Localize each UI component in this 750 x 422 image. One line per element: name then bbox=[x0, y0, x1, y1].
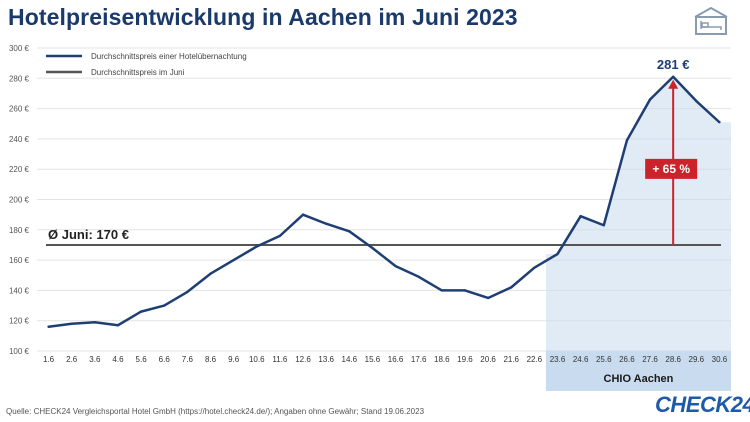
y-tick-label: 140 € bbox=[9, 286, 30, 295]
x-tick-label: 28.6 bbox=[665, 355, 681, 364]
x-tick-label: 17.6 bbox=[411, 355, 427, 364]
data-point bbox=[625, 139, 629, 142]
page-title: Hotelpreisentwicklung in Aachen im Juni … bbox=[8, 4, 518, 30]
x-tick-label: 7.6 bbox=[182, 355, 194, 364]
x-tick-label: 30.6 bbox=[712, 355, 728, 364]
y-tick-label: 160 € bbox=[9, 256, 30, 265]
data-point bbox=[324, 222, 328, 225]
x-tick-label: 14.6 bbox=[342, 355, 358, 364]
line-chart: 100 € 120 € 140 € 160 € 180 € 200 € 220 € 240 €… bbox=[9, 44, 731, 391]
x-tick-label: 27.6 bbox=[642, 355, 658, 364]
x-tick-label: 10.6 bbox=[249, 355, 265, 364]
data-point bbox=[556, 252, 559, 256]
x-tick-label: 12.6 bbox=[295, 355, 311, 364]
x-tick-label: 2.6 bbox=[66, 355, 78, 364]
x-tick-label: 18.6 bbox=[434, 355, 450, 364]
data-point bbox=[371, 246, 374, 250]
hotel-bed-icon bbox=[694, 6, 728, 35]
y-tick-label: 100 € bbox=[9, 347, 30, 356]
x-tick-label: 15.6 bbox=[365, 355, 381, 364]
y-tick-label: 220 € bbox=[9, 165, 30, 174]
legend-label-average: Durchschnittspreis im Juni bbox=[91, 68, 185, 77]
y-tick-label: 120 € bbox=[9, 317, 30, 326]
average-price-label: Ø Juni: 170 € bbox=[48, 227, 129, 242]
data-point bbox=[139, 310, 143, 313]
legend-label-price: Durchschnittspreis einer Hotelübernachtu… bbox=[91, 52, 247, 61]
y-axis-ticks: 100 € 120 € 140 € 160 € 180 € 200 € 220 € 240 €… bbox=[9, 44, 30, 356]
x-tick-label: 22.6 bbox=[527, 355, 543, 364]
x-tick-label: 4.6 bbox=[112, 355, 124, 364]
increase-badge-label: + 65 % bbox=[652, 162, 690, 176]
data-point bbox=[163, 304, 166, 307]
x-tick-label: 23.6 bbox=[550, 355, 566, 364]
y-tick-label: 200 € bbox=[9, 196, 30, 205]
chio-highlight-label: CHIO Aachen bbox=[604, 373, 674, 385]
y-tick-label: 260 € bbox=[9, 105, 30, 114]
x-tick-label: 11.6 bbox=[272, 355, 288, 364]
data-point bbox=[486, 296, 490, 300]
data-point bbox=[533, 266, 536, 269]
data-point bbox=[579, 214, 582, 218]
y-tick-label: 180 € bbox=[9, 226, 30, 235]
data-point bbox=[116, 324, 120, 327]
data-point bbox=[440, 289, 444, 292]
peak-price-label: 281 € bbox=[657, 57, 690, 72]
x-tick-label: 26.6 bbox=[619, 355, 635, 364]
data-point bbox=[417, 275, 420, 278]
data-point bbox=[602, 224, 605, 227]
data-point bbox=[718, 121, 721, 124]
data-point bbox=[232, 258, 235, 262]
x-tick-label: 16.6 bbox=[388, 355, 404, 364]
data-point bbox=[510, 286, 513, 289]
data-point bbox=[186, 290, 189, 294]
data-point bbox=[463, 289, 467, 292]
increase-badge-box bbox=[645, 158, 698, 179]
x-tick-label: 29.6 bbox=[689, 355, 705, 364]
data-point bbox=[695, 99, 698, 103]
data-point bbox=[47, 325, 50, 328]
data-point bbox=[348, 230, 351, 233]
x-tick-label: 20.6 bbox=[480, 355, 496, 364]
y-tick-label: 280 € bbox=[9, 74, 30, 83]
legend: Durchschnittspreis einer Hotelübernachtu… bbox=[46, 52, 247, 77]
data-point bbox=[255, 245, 258, 248]
data-point bbox=[93, 321, 97, 324]
x-tick-label: 1.6 bbox=[43, 355, 55, 364]
x-tick-label: 24.6 bbox=[573, 355, 589, 364]
highlight-area-under-line bbox=[545, 76, 731, 351]
x-tick-label: 8.6 bbox=[205, 355, 217, 364]
increase-arrow-head bbox=[668, 79, 679, 89]
x-tick-label: 25.6 bbox=[596, 355, 612, 364]
data-point bbox=[648, 98, 652, 101]
source-note: Quelle: CHECK24 Vergleichsportal Hotel G… bbox=[6, 407, 425, 416]
data-point bbox=[301, 213, 305, 216]
x-tick-label: 21.6 bbox=[503, 355, 519, 364]
y-tick-label: 300 € bbox=[9, 44, 30, 53]
check24-logo: CHECK24 bbox=[655, 392, 750, 417]
x-tick-label: 3.6 bbox=[89, 355, 101, 364]
data-point bbox=[278, 234, 282, 238]
data-point bbox=[209, 272, 212, 275]
y-tick-label: 240 € bbox=[9, 135, 30, 144]
x-tick-label: 6.6 bbox=[159, 355, 171, 364]
chio-highlight-region bbox=[545, 351, 731, 391]
data-point bbox=[70, 322, 73, 325]
x-tick-label: 5.6 bbox=[136, 355, 148, 364]
x-axis-ticks: 1.6 2.6 3.6 4.6 5.6 6.6 7.6 8.6 9.6 10.6 11.6 12.6 1… bbox=[43, 355, 728, 364]
price-data-points bbox=[47, 75, 721, 328]
x-tick-label: 13.6 bbox=[318, 355, 334, 364]
data-point bbox=[394, 264, 397, 268]
x-tick-label: 9.6 bbox=[228, 355, 240, 364]
price-series-line bbox=[48, 75, 721, 328]
x-tick-label: 19.6 bbox=[457, 355, 473, 364]
data-point bbox=[671, 75, 675, 78]
